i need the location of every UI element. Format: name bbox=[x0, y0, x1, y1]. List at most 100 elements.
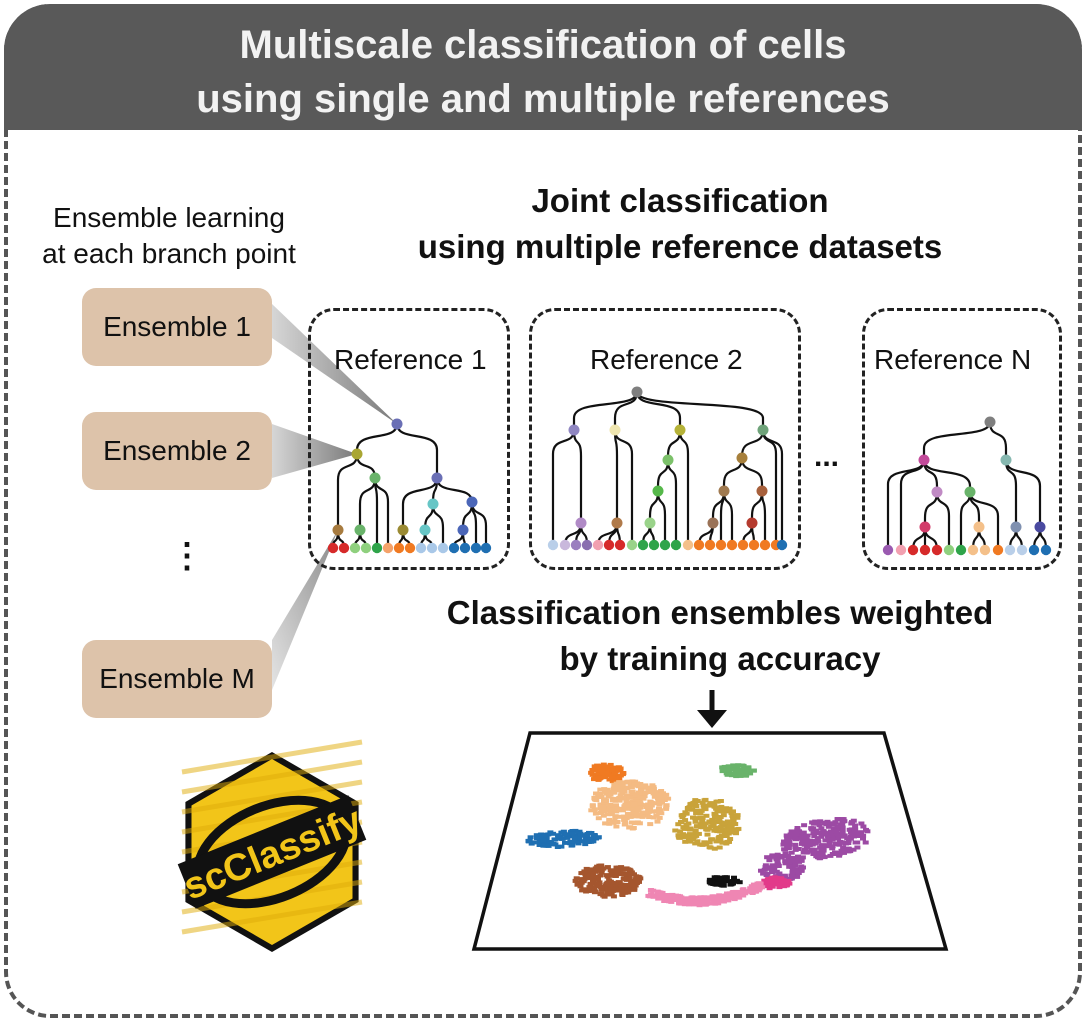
cluster-blue-point bbox=[555, 833, 562, 838]
cluster-gold-point bbox=[713, 839, 720, 844]
cluster-purple-point bbox=[813, 828, 820, 833]
cluster-peach-point bbox=[663, 805, 670, 809]
cluster-purple-tail-point bbox=[769, 863, 776, 868]
tree-reference-2-leaf bbox=[737, 539, 749, 551]
cluster-purple-point bbox=[839, 825, 846, 830]
cluster-purple-tail-point bbox=[769, 853, 776, 858]
cluster-purple-point bbox=[827, 829, 834, 834]
cluster-peach-point bbox=[595, 816, 602, 821]
cluster-purple-point bbox=[811, 834, 818, 838]
cluster-orange-point bbox=[611, 771, 618, 776]
tree-reference-1-node bbox=[354, 524, 366, 536]
cluster-peach-point bbox=[618, 788, 625, 793]
cluster-black-point bbox=[736, 880, 743, 885]
cluster-purple-point bbox=[814, 836, 821, 841]
cluster-gold-point bbox=[717, 805, 723, 810]
cluster-brown-point bbox=[618, 865, 625, 870]
tree-reference-1-leaf bbox=[382, 542, 394, 554]
cluster-gold-point bbox=[726, 825, 733, 830]
tree-reference-n-leaf bbox=[1016, 544, 1028, 556]
cluster-gold-point bbox=[723, 827, 730, 832]
cluster-pink-point bbox=[655, 896, 662, 901]
cluster-blue-point bbox=[547, 830, 554, 835]
cluster-peach-point bbox=[654, 819, 661, 824]
cluster-peach-point bbox=[619, 808, 626, 813]
cluster-pink-point bbox=[690, 897, 697, 902]
cluster-peach-point bbox=[623, 798, 630, 803]
cluster-brown-point bbox=[603, 882, 610, 886]
cluster-purple-point bbox=[786, 840, 793, 844]
cluster-blue-point bbox=[559, 830, 566, 835]
cluster-pink-point bbox=[759, 885, 766, 890]
cluster-brown-point bbox=[614, 868, 621, 873]
cluster-purple-point bbox=[835, 834, 842, 838]
cluster-peach-point bbox=[616, 796, 623, 800]
cluster-peach-point bbox=[621, 817, 628, 822]
cluster-gold-point bbox=[695, 808, 701, 813]
tree-reference-1-node bbox=[369, 472, 381, 484]
cluster-gold-point bbox=[687, 832, 693, 837]
cluster-gold-point bbox=[711, 846, 718, 851]
tree-reference-n-node bbox=[931, 486, 943, 498]
tree-reference-2-node bbox=[611, 517, 623, 529]
cluster-pink-point bbox=[682, 898, 689, 902]
cluster-peach-point bbox=[623, 800, 630, 805]
cluster-peach-point bbox=[627, 814, 634, 819]
cluster-purple-tail-point bbox=[790, 856, 797, 860]
cluster-peach-point bbox=[605, 794, 612, 799]
cluster-purple-point bbox=[800, 850, 807, 855]
tree-reference-n-node bbox=[964, 486, 976, 498]
cluster-purple-point bbox=[810, 852, 817, 856]
cluster-blue bbox=[525, 828, 602, 849]
cluster-gold-point bbox=[692, 803, 699, 808]
cluster-gold-point bbox=[720, 821, 727, 826]
cluster-magenta-point bbox=[763, 881, 770, 885]
cluster-purple-point bbox=[841, 819, 848, 824]
cluster-gold-point bbox=[699, 800, 706, 805]
cluster-purple-point bbox=[841, 850, 847, 855]
cluster-green-point bbox=[747, 771, 754, 776]
cluster-peach-point bbox=[629, 826, 636, 831]
cluster-purple-point bbox=[792, 847, 799, 852]
tree-reference-1-node bbox=[466, 496, 478, 508]
cluster-pink-point bbox=[656, 890, 662, 895]
cluster-gold-point bbox=[694, 799, 701, 803]
cluster-purple-point bbox=[834, 817, 841, 822]
cluster-purple-tail-point bbox=[792, 859, 799, 864]
cluster-peach-point bbox=[630, 807, 637, 812]
tree-reference-2-node bbox=[756, 485, 768, 497]
cluster-pink-point bbox=[741, 889, 748, 894]
cluster-gold-point bbox=[699, 816, 706, 821]
cluster-blue-point bbox=[559, 836, 566, 841]
cluster-gold-point bbox=[730, 814, 736, 819]
cluster-purple-point bbox=[787, 832, 794, 837]
cluster-brown-point bbox=[633, 874, 640, 879]
cluster-purple-point bbox=[815, 831, 822, 835]
cluster-purple-tail-point bbox=[788, 873, 795, 878]
cluster-peach-point bbox=[624, 811, 631, 816]
joint-title-line1: Joint classification bbox=[531, 182, 829, 219]
tree-reference-n-node bbox=[1000, 454, 1012, 466]
cluster-peach-point bbox=[661, 794, 668, 799]
cluster-brown-point bbox=[586, 885, 593, 890]
cluster-pink-point bbox=[681, 902, 688, 907]
cluster-magenta-point bbox=[773, 875, 780, 880]
cluster-purple-point bbox=[834, 841, 841, 846]
cluster-pink-point bbox=[661, 899, 668, 903]
cluster-gold-point bbox=[717, 829, 723, 834]
cluster-purple-point bbox=[820, 846, 827, 851]
cluster-gold-point bbox=[714, 799, 721, 804]
cluster-brown-point bbox=[572, 878, 579, 883]
tree-reference-2-node bbox=[746, 517, 758, 529]
cluster-purple-tail-point bbox=[787, 858, 794, 863]
cluster-gold-point bbox=[712, 826, 719, 831]
cluster-peach-point bbox=[600, 804, 607, 809]
cluster-purple-point bbox=[858, 830, 865, 835]
tree-reference-2-leaf bbox=[637, 539, 649, 551]
cluster-brown-point bbox=[608, 887, 615, 891]
cluster-purple-point bbox=[854, 845, 861, 850]
cluster-purple-point bbox=[826, 821, 833, 826]
tree-reference-1-leaf bbox=[415, 542, 427, 554]
reference-n-label: Reference N bbox=[874, 344, 1032, 375]
cluster-purple-point bbox=[825, 837, 832, 842]
